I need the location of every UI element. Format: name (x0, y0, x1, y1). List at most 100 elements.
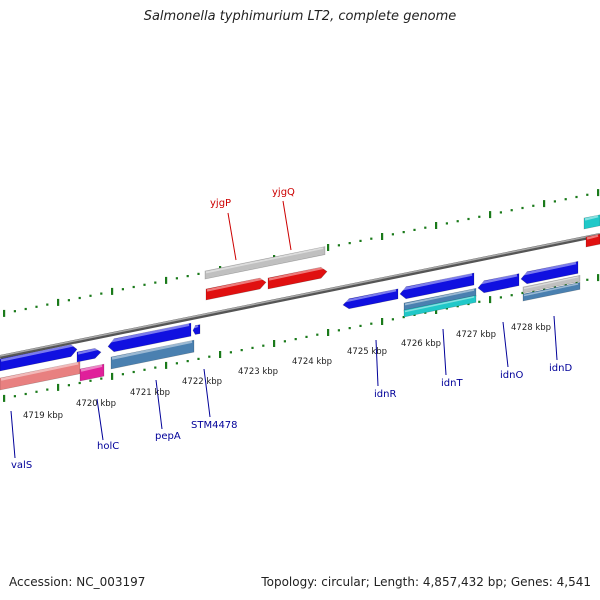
lower-tick (57, 383, 60, 391)
idnD-grey-feature[interactable] (522, 275, 581, 294)
offscreen-red-feature[interactable] (585, 233, 600, 248)
upper-tick (489, 211, 492, 219)
accession-value: NC_003197 (76, 575, 146, 589)
idnR-feature-highlight (343, 289, 397, 303)
gene-label-idnT[interactable]: idnT (441, 378, 463, 389)
holC-feature-highlight (77, 347, 100, 355)
accession-line: Accession: NC_003197 (9, 575, 145, 589)
lower-tick (316, 333, 319, 336)
STM4478-feature[interactable] (192, 324, 201, 335)
upper-tick (3, 309, 6, 317)
upper-tick (186, 275, 189, 278)
upper-tick (197, 272, 200, 275)
idnD-steel-feature-highlight (523, 283, 579, 297)
lower-tick (219, 351, 222, 358)
idnO-leader-line (502, 321, 509, 368)
upper-tick (435, 222, 438, 229)
gene-label-holC[interactable]: holC (97, 441, 119, 452)
upper-tick (456, 220, 459, 223)
idnR-feature[interactable] (342, 288, 399, 310)
gene-labels[interactable]: yjgP yjgQ valS holC pepA STM4478 idnR idnT idnO i… (11, 187, 572, 471)
upper-tick (597, 189, 600, 197)
upper-tick (46, 303, 49, 306)
upper-tick (370, 237, 373, 240)
ruler-label: 4724 kbp (292, 357, 332, 367)
idnD-steel-feature[interactable] (522, 282, 581, 302)
upper-tick (478, 215, 481, 218)
upper-tick (586, 193, 589, 196)
STM4478-leader-line (203, 368, 211, 418)
upper-tick (78, 296, 81, 300)
upper-tick (359, 239, 362, 242)
gene-label-STM4478[interactable]: STM4478 (191, 420, 238, 431)
feature-track[interactable] (0, 214, 600, 391)
lower-tick (456, 305, 459, 308)
upper-tick (553, 200, 556, 203)
valS-feature[interactable] (0, 344, 78, 372)
idnO-feature-highlight (478, 273, 518, 285)
topology-value: circular (321, 575, 366, 589)
gene-label-idnD[interactable]: idnD (549, 363, 572, 374)
lower-tick (24, 392, 27, 396)
idnD-leader-line (553, 315, 558, 361)
yjgQ-feature[interactable] (267, 266, 328, 290)
upper-tick (154, 281, 157, 284)
gene-label-idnR[interactable]: idnR (374, 389, 396, 400)
idnT-feature[interactable] (399, 272, 475, 300)
gene-label-pepA[interactable]: pepA (155, 431, 181, 442)
lower-tick (273, 340, 276, 347)
lower-tick (154, 366, 157, 369)
genome-stats-line: Topology: circular; Length: 4,857,432 bp… (261, 575, 591, 589)
upper-tick (175, 277, 178, 280)
ruler-label: 4719 kbp (23, 411, 63, 421)
gene-label-yjgQ[interactable]: yjgQ (272, 187, 295, 198)
lower-tick (370, 322, 373, 325)
holC-magenta-feature-highlight (80, 364, 103, 372)
lower-tick (424, 311, 427, 314)
upper-tick (575, 195, 578, 199)
ruler-label: 4721 kbp (130, 388, 170, 398)
genes-label: Genes: (510, 575, 553, 589)
gene-label-valS[interactable]: valS (11, 460, 32, 471)
yjgP-feature[interactable] (205, 277, 267, 301)
pepA-steel-feature[interactable] (110, 339, 195, 370)
holC-magenta-feature[interactable] (79, 363, 105, 382)
ruler-label: 4722 kbp (182, 377, 222, 387)
idnT-cyan-feature[interactable] (403, 294, 477, 318)
lower-tick (402, 316, 405, 319)
upper-tick (57, 298, 60, 306)
genome-backbone (0, 233, 600, 359)
upper-tick (510, 209, 513, 212)
lower-tick (305, 335, 308, 338)
offscreen-cyan-feature-highlight (584, 215, 599, 221)
lower-tick (251, 346, 254, 349)
lower-tick (521, 291, 524, 295)
pepA-feature[interactable] (107, 322, 192, 353)
yjgP-yjgQ-grey-feature-highlight (205, 247, 324, 274)
yjgP-yjgQ-grey-feature[interactable] (204, 246, 326, 280)
lower-tick (348, 327, 351, 330)
gene-label-idnO[interactable]: idnO (500, 370, 523, 381)
holC-feature[interactable] (76, 348, 102, 363)
upper-tick (143, 283, 146, 286)
upper-tick (67, 299, 70, 302)
lower-tick (478, 300, 481, 303)
lower-tick (186, 360, 189, 363)
valS-pink-feature-highlight (0, 361, 79, 381)
idnT-steel-feature-highlight (404, 288, 475, 306)
lower-tick (100, 377, 103, 380)
upper-tick (35, 305, 38, 308)
yjgP-feature-highlight (206, 277, 265, 292)
lower-tick (586, 278, 589, 281)
lower-tick (121, 373, 124, 376)
upper-tick (381, 233, 384, 240)
lower-tick (240, 349, 243, 352)
lower-tick (435, 307, 438, 314)
offscreen-cyan-feature[interactable] (583, 214, 600, 230)
idnD-feature[interactable] (520, 261, 579, 285)
lower-tick (229, 351, 232, 354)
gene-label-yjgP[interactable]: yjgP (210, 198, 231, 209)
idnO-feature[interactable] (477, 273, 520, 294)
yjgQ-leader-line (282, 200, 292, 251)
